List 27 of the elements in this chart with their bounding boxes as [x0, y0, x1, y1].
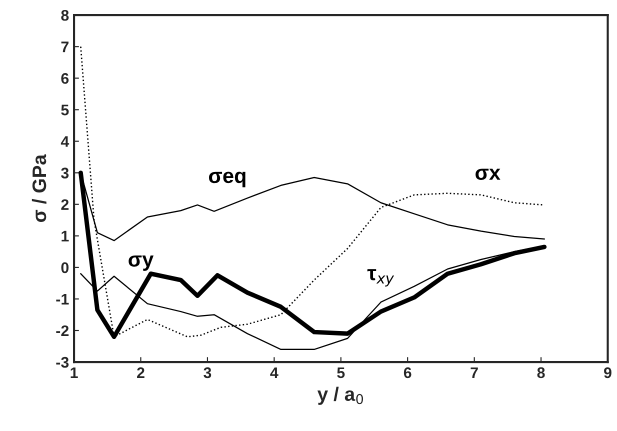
series-label: σeq [209, 172, 246, 188]
y-tick-label: -1 [56, 294, 69, 304]
x-tick-label: 6 [404, 367, 412, 378]
y-tick-label: 1 [62, 230, 69, 242]
y-tick-label: -2 [56, 325, 69, 336]
x-tick-label: 9 [604, 367, 612, 378]
y-tick-label: 6 [61, 73, 69, 84]
x-axis-title: y / a$_{0}$ [317, 386, 364, 405]
y-tick-label: 5 [61, 104, 69, 116]
y-tick-label: 0 [61, 262, 69, 274]
series-label: σy [128, 255, 154, 271]
x-tick-label: 3 [204, 367, 212, 378]
y-tick-label: -3 [56, 356, 69, 368]
x-tick-label: 1 [70, 367, 78, 378]
x-tick-label: 4 [270, 367, 278, 378]
series-label: σx [476, 168, 500, 180]
y-tick-label: 2 [61, 199, 69, 210]
x-tick-label: 5 [337, 367, 345, 378]
x-tick-label: 7 [470, 367, 478, 378]
y-axis-title: σ / GPa [32, 154, 46, 222]
x-tick-label: 8 [537, 367, 545, 378]
series-label: τ$_{xy}$ [367, 269, 394, 287]
y-tick-label: 7 [61, 42, 69, 52]
y-tick-label: 8 [61, 10, 69, 21]
y-tick-label: 4 [60, 136, 70, 147]
y-tick-label: 3 [61, 168, 69, 178]
x-tick-label: 2 [137, 367, 144, 378]
